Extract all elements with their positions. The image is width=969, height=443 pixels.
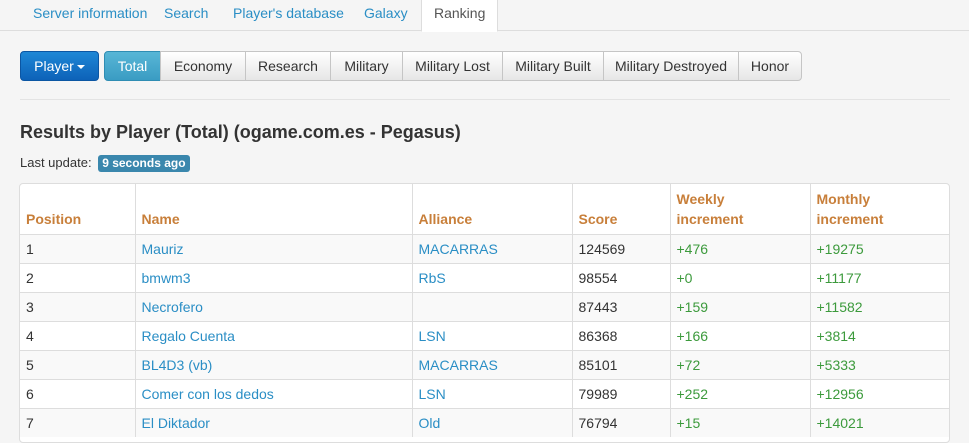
table-row: 6 Comer con los dedos LSN 79989 +252 +12… bbox=[20, 378, 949, 408]
player-name-link[interactable]: Necrofero bbox=[134, 291, 412, 321]
alliance-link[interactable]: LSN bbox=[411, 320, 572, 350]
tab-search[interactable]: Search bbox=[164, 5, 209, 21]
category-military-destroyed-button[interactable]: Military Destroyed bbox=[603, 51, 739, 81]
caret-down-icon bbox=[76, 65, 85, 70]
table-row: 3 Necrofero 87443 +159 +11582 bbox=[20, 291, 949, 321]
cell-position: 1 bbox=[20, 233, 135, 263]
section-divider bbox=[20, 99, 950, 100]
weekly-header-line1: Weekly bbox=[676, 190, 725, 207]
cell-score: 76794 bbox=[571, 407, 670, 437]
player-name-link[interactable]: BL4D3 (vb) bbox=[134, 349, 412, 379]
category-military-button[interactable]: Military bbox=[330, 51, 403, 81]
last-update-label: Last update: bbox=[20, 155, 92, 170]
player-name-link[interactable]: bmwm3 bbox=[134, 262, 412, 292]
last-update-badge: 9 seconds ago bbox=[98, 155, 190, 172]
column-header-weekly-increment[interactable]: Weekly increment bbox=[669, 184, 810, 234]
monthly-header-line2: increment bbox=[816, 210, 884, 227]
cell-position: 5 bbox=[20, 349, 135, 379]
category-economy-button[interactable]: Economy bbox=[160, 51, 246, 81]
cell-monthly-increment: +19275 bbox=[809, 233, 949, 263]
cell-weekly-increment: +0 bbox=[669, 262, 810, 292]
category-research-button[interactable]: Research bbox=[245, 51, 331, 81]
alliance-link[interactable] bbox=[411, 291, 572, 321]
alliance-link[interactable]: MACARRAS bbox=[411, 349, 572, 379]
column-header-monthly-increment[interactable]: Monthly increment bbox=[809, 184, 949, 234]
alliance-link[interactable]: LSN bbox=[411, 378, 572, 408]
ranking-table: Position Name Alliance Score Weekly incre… bbox=[19, 183, 950, 443]
last-update: Last update: 9 seconds ago bbox=[20, 155, 190, 172]
column-header-position[interactable]: Position bbox=[26, 210, 82, 227]
player-name-link[interactable]: Comer con los dedos bbox=[134, 378, 412, 408]
tab-ranking[interactable]: Ranking bbox=[421, 0, 499, 32]
category-total-button[interactable]: Total bbox=[104, 51, 161, 81]
table-header-row: Position Name Alliance Score Weekly incre… bbox=[20, 184, 949, 234]
tab-galaxy[interactable]: Galaxy bbox=[364, 5, 408, 21]
table-row: 4 Regalo Cuenta LSN 86368 +166 +3814 bbox=[20, 320, 949, 350]
page-title: Results by Player (Total) (ogame.com.es … bbox=[20, 122, 461, 142]
table-row: 5 BL4D3 (vb) MACARRAS 85101 +72 +5333 bbox=[20, 349, 949, 379]
ranking-category-group: Total Economy Research Military Military… bbox=[104, 51, 802, 81]
cell-position: 2 bbox=[20, 262, 135, 292]
column-header-alliance[interactable]: Alliance bbox=[411, 184, 572, 234]
alliance-link[interactable]: RbS bbox=[411, 262, 572, 292]
cell-monthly-increment: +5333 bbox=[809, 349, 949, 379]
cell-score: 85101 bbox=[571, 349, 670, 379]
cell-position: 3 bbox=[20, 291, 135, 321]
cell-score: 124569 bbox=[571, 233, 670, 263]
player-button-label: Player bbox=[34, 58, 74, 74]
cell-weekly-increment: +166 bbox=[669, 320, 810, 350]
player-name-link[interactable]: Regalo Cuenta bbox=[134, 320, 412, 350]
cell-score: 98554 bbox=[571, 262, 670, 292]
player-dropdown-button[interactable]: Player bbox=[20, 51, 99, 81]
cell-score: 79989 bbox=[571, 378, 670, 408]
player-name-link[interactable]: Mauriz bbox=[134, 233, 412, 263]
cell-score: 87443 bbox=[571, 291, 670, 321]
cell-position: 6 bbox=[20, 378, 135, 408]
cell-monthly-increment: +14021 bbox=[809, 407, 949, 437]
weekly-header-line2: increment bbox=[676, 210, 744, 227]
cell-weekly-increment: +476 bbox=[669, 233, 810, 263]
cell-weekly-increment: +252 bbox=[669, 378, 810, 408]
cell-monthly-increment: +11177 bbox=[809, 262, 949, 292]
cell-weekly-increment: +72 bbox=[669, 349, 810, 379]
monthly-header-line1: Monthly bbox=[816, 190, 871, 207]
table-row: 2 bmwm3 RbS 98554 +0 +11177 bbox=[20, 262, 949, 292]
cell-monthly-increment: +11582 bbox=[809, 291, 949, 321]
tab-players-database[interactable]: Player's database bbox=[233, 5, 344, 21]
category-military-lost-button[interactable]: Military Lost bbox=[402, 51, 503, 81]
column-header-score[interactable]: Score bbox=[571, 184, 670, 234]
table-row: 1 Mauriz MACARRAS 124569 +476 +19275 bbox=[20, 233, 949, 263]
alliance-link[interactable]: MACARRAS bbox=[411, 233, 572, 263]
cell-monthly-increment: +3814 bbox=[809, 320, 949, 350]
category-military-built-button[interactable]: Military Built bbox=[502, 51, 604, 81]
top-navigation: Server information Search Player's datab… bbox=[0, 0, 969, 32]
cell-position: 4 bbox=[20, 320, 135, 350]
cell-score: 86368 bbox=[571, 320, 670, 350]
player-name-link[interactable]: El Diktador bbox=[134, 407, 412, 437]
table-row: 7 El Diktador Old 76794 +15 +14021 bbox=[20, 407, 949, 437]
cell-monthly-increment: +12956 bbox=[809, 378, 949, 408]
column-header-name[interactable]: Name bbox=[134, 184, 412, 234]
tab-server-information[interactable]: Server information bbox=[33, 5, 148, 21]
alliance-link[interactable]: Old bbox=[411, 407, 572, 437]
cell-weekly-increment: +159 bbox=[669, 291, 810, 321]
cell-weekly-increment: +15 bbox=[669, 407, 810, 437]
cell-position: 7 bbox=[20, 407, 135, 437]
category-honor-button[interactable]: Honor bbox=[738, 51, 802, 81]
